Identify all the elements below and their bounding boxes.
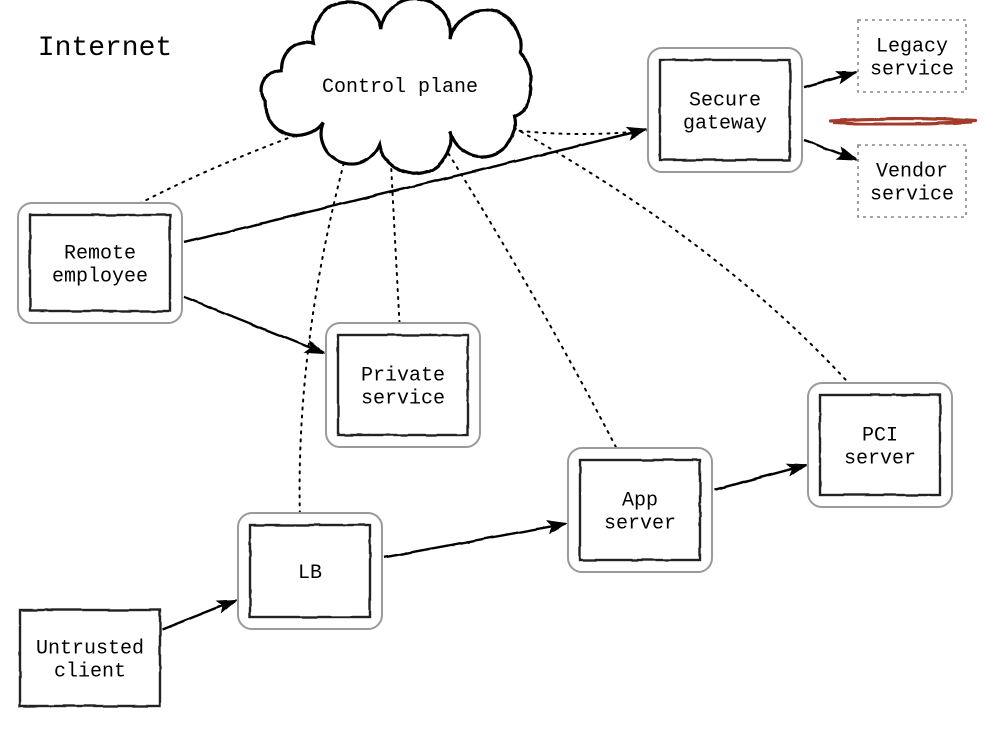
node-vendor_service: Vendorservice xyxy=(858,145,966,217)
edge-lb-to-app xyxy=(384,524,566,558)
node-secure_gateway: Securegateway xyxy=(648,48,802,172)
edge-uc-to-lb xyxy=(162,600,236,629)
edge-app-to-pci xyxy=(714,465,806,490)
edge-sg-to-legacy xyxy=(804,72,856,87)
node-label-private_service: Privateservice xyxy=(361,365,445,411)
dotted-to-remote_employee xyxy=(120,130,310,214)
edge-sg-to-vendor xyxy=(804,140,856,160)
title-internet: Internet xyxy=(38,33,172,64)
node-private_service: Privateservice xyxy=(326,323,480,447)
node-label-legacy_service: Legacyservice xyxy=(870,36,954,82)
red-divider xyxy=(830,119,975,125)
node-pci_server: PCIserver xyxy=(808,383,952,507)
node-untrusted_client: Untrustedclient xyxy=(20,610,160,706)
node-label-secure_gateway: Securegateway xyxy=(683,90,767,136)
node-lb: LB xyxy=(238,513,382,629)
cloud-label: Control plane xyxy=(322,76,478,99)
node-label-remote_employee: Remoteemployee xyxy=(52,243,148,289)
node-label-lb: LB xyxy=(298,562,322,585)
node-legacy_service: Legacyservice xyxy=(858,20,966,92)
node-remote_employee: Remoteemployee xyxy=(18,203,182,323)
edge-re-to-ps xyxy=(184,297,324,353)
node-app_server: Appserver xyxy=(568,448,712,572)
node-label-vendor_service: Vendorservice xyxy=(870,161,954,207)
dotted-to-private_service xyxy=(390,145,400,332)
